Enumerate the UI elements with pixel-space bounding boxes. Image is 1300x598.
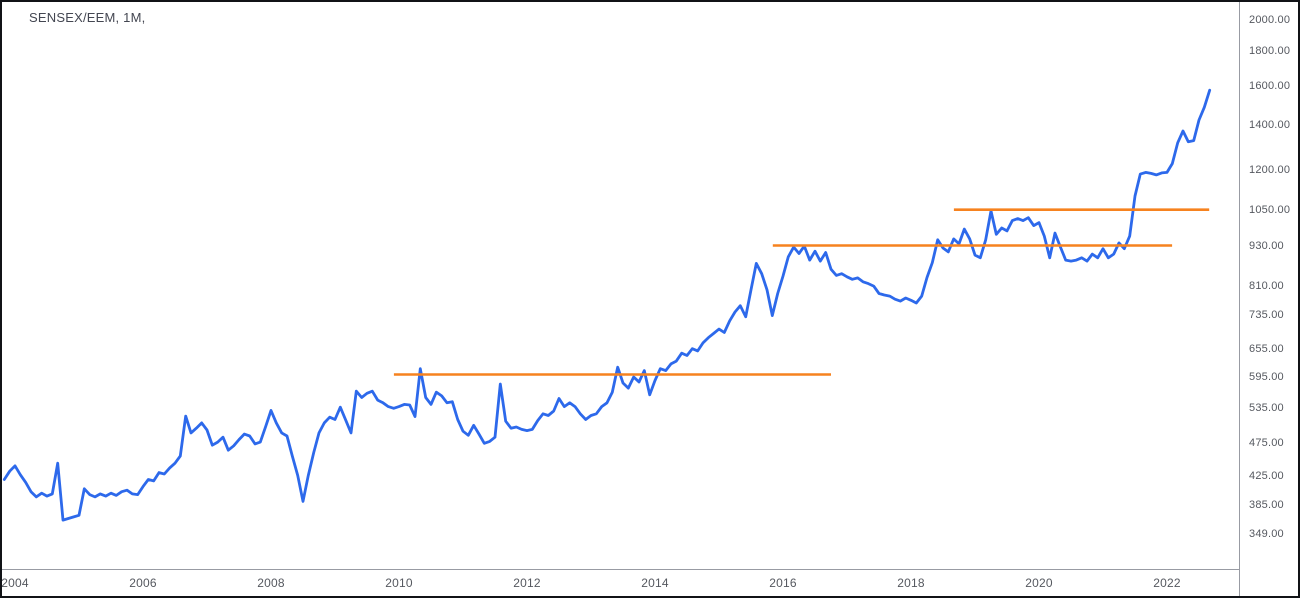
time-axis[interactable]: 2004 2006 2008 2010 2012 2014 2016 2018 2020 2022 bbox=[2, 569, 1239, 596]
time-axis-label: 2008 bbox=[257, 576, 285, 590]
price-axis-label: 2000.00 bbox=[1249, 14, 1291, 26]
time-axis-label: 2014 bbox=[641, 576, 669, 590]
chart-plot-svg bbox=[2, 88, 1212, 522]
price-axis-label: 1050.00 bbox=[1249, 203, 1291, 216]
price-axis-label: 425.00 bbox=[1249, 470, 1284, 483]
price-axis-label: 595.00 bbox=[1249, 371, 1284, 383]
price-axis-label: 1400.00 bbox=[1249, 119, 1291, 131]
time-axis-label: 2020 bbox=[1025, 576, 1053, 590]
price-axis-label: 475.00 bbox=[1249, 437, 1284, 450]
symbol-legend[interactable]: SENSEX/EEM, 1M, bbox=[29, 10, 145, 26]
price-line-series[interactable] bbox=[2, 88, 1212, 522]
time-axis-label: 2004 bbox=[1, 576, 29, 590]
price-axis-label: 930.00 bbox=[1249, 239, 1284, 252]
axis-corner bbox=[1240, 570, 1298, 596]
price-axis-label: 385.00 bbox=[1249, 499, 1284, 512]
price-axis[interactable]: 2000.00 1800.00 1600.00 1400.00 1200.00 1050.… bbox=[1239, 2, 1298, 596]
time-axis-label: 2010 bbox=[385, 576, 413, 590]
time-axis-label: 2012 bbox=[513, 576, 541, 590]
price-axis-label: 655.00 bbox=[1249, 342, 1284, 355]
price-axis-label: 1800.00 bbox=[1249, 45, 1291, 57]
time-axis-label: 2022 bbox=[1153, 576, 1181, 590]
price-axis-label: 1200.00 bbox=[1249, 164, 1291, 177]
price-axis-label: 535.00 bbox=[1249, 402, 1284, 415]
time-axis-label: 2018 bbox=[897, 576, 925, 590]
price-axis-label: 810.00 bbox=[1249, 280, 1284, 293]
time-axis-label: 2016 bbox=[769, 576, 797, 590]
chart-canvas[interactable]: SENSEX/EEM, 1M, bbox=[2, 2, 1239, 569]
price-axis-label: 735.00 bbox=[1249, 308, 1284, 321]
price-axis-label: 1600.00 bbox=[1249, 79, 1291, 92]
price-axis-label: 349.00 bbox=[1249, 528, 1284, 541]
time-axis-label: 2006 bbox=[129, 576, 157, 590]
symbol-title[interactable]: SENSEX/EEM, 1M, bbox=[29, 10, 146, 25]
